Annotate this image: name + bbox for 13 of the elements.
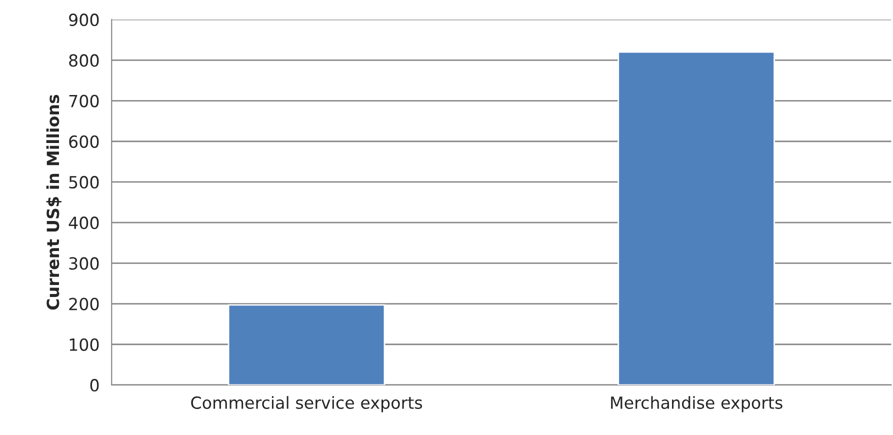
y-tick-label: 200 <box>69 298 99 310</box>
x-tick-label: Merchandise exports <box>611 396 782 412</box>
y-tick-label: 300 <box>69 257 99 270</box>
y-tick-label: 800 <box>69 54 99 67</box>
x-tick-label: Commercial service exports <box>191 396 422 412</box>
y-axis-title: Current US$ in Millions <box>46 94 62 310</box>
y-tick-label: 500 <box>69 176 99 189</box>
y-tick-label: 900 <box>69 14 99 26</box>
y-tick-label: 400 <box>68 216 99 230</box>
y-tick-label: 600 <box>69 135 99 148</box>
y-tick-label: 0 <box>90 378 99 392</box>
y-tick-label: 100 <box>70 338 99 351</box>
y-tick-label: 700 <box>69 94 99 108</box>
